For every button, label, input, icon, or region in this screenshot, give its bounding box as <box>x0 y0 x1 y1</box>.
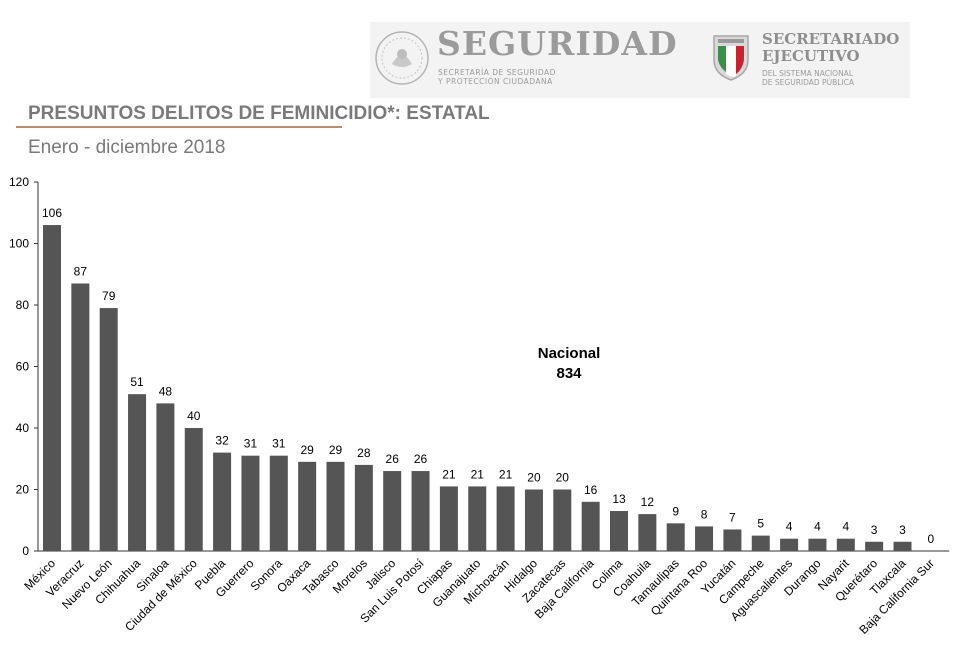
data-label: 7 <box>729 510 736 524</box>
data-label: 4 <box>786 520 793 534</box>
seguridad-logo-title: SEGURIDAD <box>437 24 678 63</box>
data-label: 3 <box>871 523 878 537</box>
y-tick-label: 80 <box>16 298 30 312</box>
bar <box>524 489 543 551</box>
data-label: 79 <box>102 289 116 303</box>
data-label: 31 <box>272 437 286 451</box>
data-label: 106 <box>42 206 62 220</box>
data-label: 32 <box>215 434 229 448</box>
data-label: 4 <box>842 520 849 534</box>
bar <box>383 471 402 551</box>
bar <box>269 455 288 551</box>
y-tick-label: 0 <box>22 544 29 558</box>
data-label: 3 <box>899 523 906 537</box>
data-label: 29 <box>300 443 314 457</box>
bar <box>298 461 317 551</box>
bar <box>326 461 345 551</box>
data-label: 87 <box>74 264 88 278</box>
y-tick-label: 100 <box>9 237 29 251</box>
data-label: 0 <box>928 532 935 546</box>
data-label: 4 <box>814 520 821 534</box>
bar <box>666 523 685 551</box>
bar <box>411 471 430 551</box>
data-label: 29 <box>329 443 343 457</box>
bar <box>808 538 827 551</box>
bar <box>638 514 657 551</box>
data-label: 13 <box>612 492 626 506</box>
bar <box>213 452 232 551</box>
data-label: 26 <box>386 452 400 466</box>
bar <box>71 283 90 551</box>
bar <box>695 526 714 551</box>
y-tick-label: 20 <box>16 483 30 497</box>
data-label: 16 <box>584 483 598 497</box>
bar <box>128 394 147 551</box>
y-tick-label: 40 <box>16 421 30 435</box>
bar <box>43 225 61 552</box>
shield-logo-icon <box>713 35 749 81</box>
bar <box>553 489 572 551</box>
bar <box>439 486 458 551</box>
national-total-value: 834 <box>556 365 582 382</box>
bar <box>496 486 515 551</box>
data-label: 48 <box>159 384 173 398</box>
y-tick-label: 120 <box>9 175 29 189</box>
chart-subtitle: Enero - diciembre 2018 <box>28 137 226 158</box>
data-label: 31 <box>244 437 258 451</box>
data-label: 21 <box>471 467 485 481</box>
data-label: 12 <box>641 495 655 509</box>
header-banner <box>370 22 910 98</box>
bar <box>893 541 912 551</box>
bar <box>581 501 600 551</box>
data-label: 28 <box>357 446 371 460</box>
bar-chart: 020406080100120106México87Veracruz79Nuev… <box>9 175 950 637</box>
bar <box>780 538 799 551</box>
data-label: 51 <box>130 375 144 389</box>
data-label: 40 <box>187 409 201 423</box>
bar <box>836 538 855 551</box>
bar <box>184 428 203 551</box>
data-label: 20 <box>556 471 570 485</box>
chart-title: PRESUNTOS DELITOS DE FEMINICIDIO*: ESTAT… <box>28 103 490 124</box>
bar <box>241 455 260 551</box>
bar <box>610 511 628 551</box>
bar <box>354 464 373 551</box>
bar <box>468 486 487 551</box>
y-tick-label: 60 <box>16 360 30 374</box>
data-label: 26 <box>414 452 428 466</box>
data-label: 8 <box>701 507 708 521</box>
national-total-label: Nacional <box>538 345 601 362</box>
data-label: 5 <box>757 517 764 531</box>
bar <box>723 529 742 551</box>
bar <box>99 308 118 551</box>
secretariado-logo-title: SECRETARIADO EJECUTIVO <box>762 30 900 65</box>
bar <box>751 535 770 551</box>
data-label: 20 <box>527 471 541 485</box>
secretariado-logo-subtitle: DEL SISTEMA NACIONAL DE SEGURIDAD PÚBLIC… <box>762 69 854 87</box>
data-label: 21 <box>499 467 513 481</box>
coat-of-arms-icon <box>375 31 429 85</box>
data-label: 9 <box>672 504 679 518</box>
bar <box>156 403 175 551</box>
seguridad-logo-subtitle: SECRETARÍA DE SEGURIDAD Y PROTECCIÓN CIU… <box>438 68 556 86</box>
data-label: 21 <box>442 467 456 481</box>
title-underline <box>16 126 342 128</box>
bar <box>865 541 884 551</box>
